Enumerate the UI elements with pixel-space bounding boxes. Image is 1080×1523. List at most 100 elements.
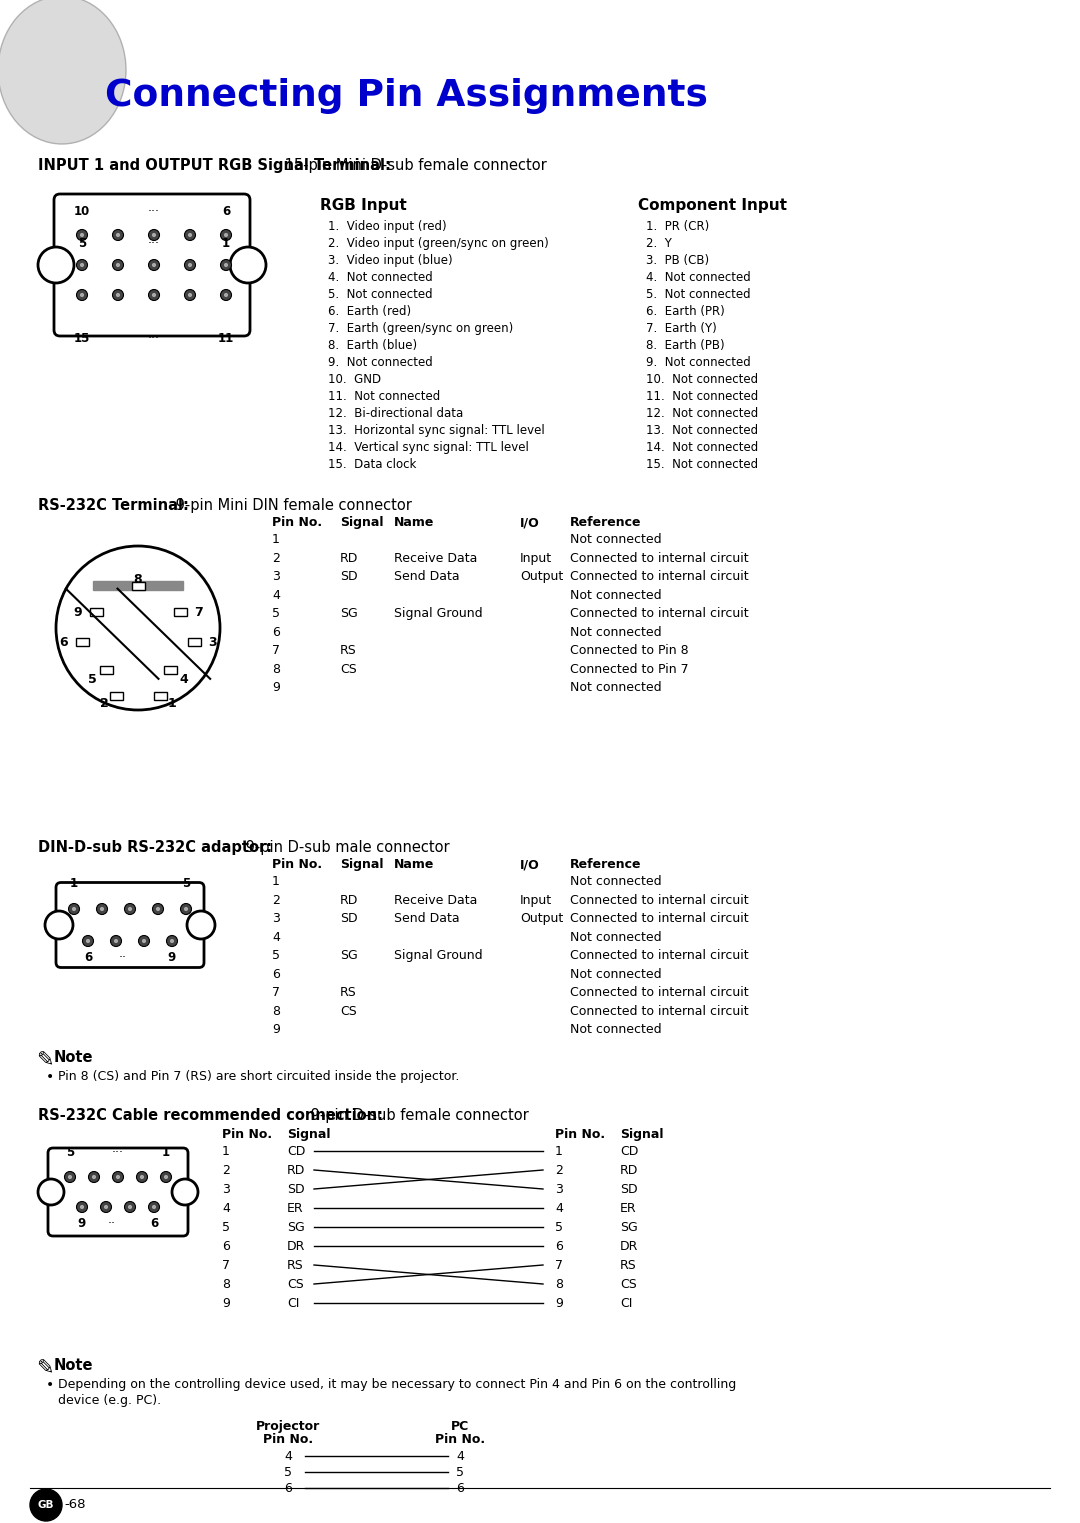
Text: 10.  Not connected: 10. Not connected <box>646 373 758 385</box>
Text: Input: Input <box>519 551 552 565</box>
Text: 9-pin D-sub male connector: 9-pin D-sub male connector <box>241 841 449 854</box>
Text: SG: SG <box>620 1221 638 1234</box>
Text: CS: CS <box>340 1005 356 1017</box>
Text: PC: PC <box>450 1419 469 1433</box>
Circle shape <box>112 259 123 271</box>
Text: 6.  Earth (PR): 6. Earth (PR) <box>646 305 725 318</box>
Circle shape <box>77 259 87 271</box>
Text: 9-pin Mini DIN female connector: 9-pin Mini DIN female connector <box>171 498 411 513</box>
Text: 2: 2 <box>555 1164 563 1177</box>
Circle shape <box>104 1205 108 1209</box>
Text: Connected to internal circuit: Connected to internal circuit <box>570 894 748 906</box>
Text: 1.  Video input (red): 1. Video input (red) <box>328 219 447 233</box>
Text: RS: RS <box>287 1260 303 1272</box>
Text: Not connected: Not connected <box>570 533 662 547</box>
Text: Not connected: Not connected <box>570 681 662 694</box>
Text: 12.  Not connected: 12. Not connected <box>646 407 758 420</box>
Text: Signal Ground: Signal Ground <box>394 608 483 620</box>
Circle shape <box>187 911 215 940</box>
Circle shape <box>172 1179 198 1205</box>
Text: 6: 6 <box>456 1482 464 1496</box>
Text: 5: 5 <box>272 949 280 963</box>
Text: 3: 3 <box>272 570 280 583</box>
Circle shape <box>45 911 73 940</box>
Text: 5: 5 <box>284 1467 292 1479</box>
Text: •: • <box>46 1071 54 1084</box>
Circle shape <box>112 1171 123 1182</box>
Text: RD: RD <box>340 894 359 906</box>
Circle shape <box>152 292 157 297</box>
Text: 3: 3 <box>555 1183 563 1196</box>
Text: Signal: Signal <box>620 1129 663 1141</box>
Text: Component Input: Component Input <box>638 198 787 213</box>
Circle shape <box>77 1202 87 1212</box>
Text: 5.  Not connected: 5. Not connected <box>646 288 751 302</box>
Text: 12.  Bi-directional data: 12. Bi-directional data <box>328 407 463 420</box>
Circle shape <box>110 935 121 946</box>
Text: CD: CD <box>620 1145 638 1157</box>
Text: 1: 1 <box>70 877 78 889</box>
Circle shape <box>185 289 195 300</box>
Text: Not connected: Not connected <box>570 588 662 602</box>
Text: ··: ·· <box>119 950 127 964</box>
Circle shape <box>127 1205 132 1209</box>
Text: 1: 1 <box>555 1145 563 1157</box>
Circle shape <box>170 938 174 943</box>
Text: 2: 2 <box>272 894 280 906</box>
Text: Not connected: Not connected <box>570 967 662 981</box>
Circle shape <box>166 935 177 946</box>
Text: CS: CS <box>287 1278 303 1292</box>
Text: Signal: Signal <box>340 857 383 871</box>
Text: 5: 5 <box>456 1467 464 1479</box>
Text: Pin No.: Pin No. <box>272 857 322 871</box>
Text: Send Data: Send Data <box>394 912 460 924</box>
Circle shape <box>124 1202 135 1212</box>
Circle shape <box>140 1174 144 1179</box>
Text: DIN-D-sub RS-232C adaptor:: DIN-D-sub RS-232C adaptor: <box>38 841 272 854</box>
Text: Pin No.: Pin No. <box>435 1433 485 1445</box>
Bar <box>99 666 112 675</box>
Circle shape <box>30 1489 62 1521</box>
Circle shape <box>185 230 195 241</box>
Text: 9.  Not connected: 9. Not connected <box>646 356 751 369</box>
Text: 2: 2 <box>272 551 280 565</box>
Text: RS: RS <box>620 1260 637 1272</box>
Text: 2.  Y: 2. Y <box>646 238 672 250</box>
Text: 5: 5 <box>272 608 280 620</box>
Text: 4.  Not connected: 4. Not connected <box>646 271 751 283</box>
Text: Projector: Projector <box>256 1419 320 1433</box>
Circle shape <box>68 903 80 914</box>
Circle shape <box>72 906 76 911</box>
Circle shape <box>116 233 120 238</box>
Text: Connected to internal circuit: Connected to internal circuit <box>570 949 748 963</box>
Text: RD: RD <box>620 1164 638 1177</box>
Text: 8: 8 <box>222 1278 230 1292</box>
Text: 6: 6 <box>272 967 280 981</box>
Text: 6: 6 <box>555 1240 563 1253</box>
Text: 5.  Not connected: 5. Not connected <box>328 288 433 302</box>
Circle shape <box>156 906 160 911</box>
Text: 5: 5 <box>181 877 190 889</box>
Bar <box>76 638 89 646</box>
Text: Input: Input <box>519 894 552 906</box>
Circle shape <box>220 289 231 300</box>
Circle shape <box>188 263 192 267</box>
Bar <box>163 666 176 675</box>
Text: RS-232C Terminal:: RS-232C Terminal: <box>38 498 189 513</box>
Text: CS: CS <box>620 1278 637 1292</box>
Text: 9-pin D-sub female connector: 9-pin D-sub female connector <box>306 1109 529 1122</box>
Text: Receive Data: Receive Data <box>394 551 477 565</box>
Text: 15.  Not connected: 15. Not connected <box>646 458 758 471</box>
Text: Reference: Reference <box>570 857 642 871</box>
Text: Signal: Signal <box>340 516 383 528</box>
Text: Note: Note <box>54 1049 94 1065</box>
Text: 2: 2 <box>222 1164 230 1177</box>
Text: 6: 6 <box>221 206 230 218</box>
Circle shape <box>80 233 84 238</box>
Text: Connected to internal circuit: Connected to internal circuit <box>570 551 748 565</box>
Circle shape <box>188 292 192 297</box>
Circle shape <box>124 903 135 914</box>
Circle shape <box>224 263 228 267</box>
Text: 3.  PB (CB): 3. PB (CB) <box>646 254 710 267</box>
Text: 8: 8 <box>134 573 143 586</box>
